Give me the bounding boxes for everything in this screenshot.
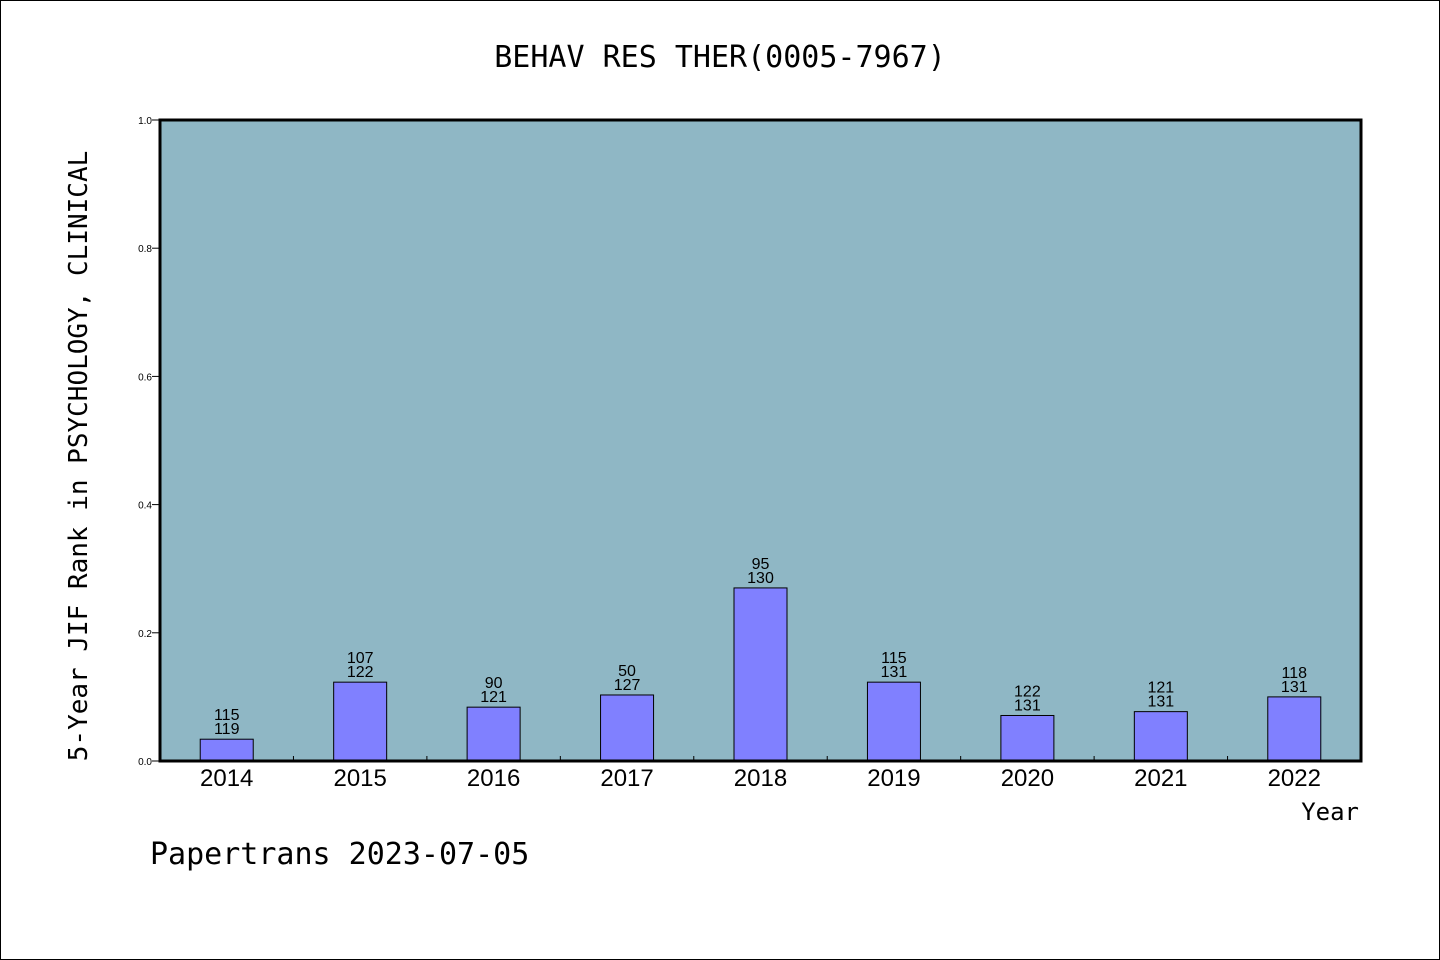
bar-total-label: 127 bbox=[614, 677, 641, 694]
x-axis-label: Year bbox=[1301, 798, 1359, 826]
bar bbox=[1000, 714, 1055, 762]
y-tick-label: 0.8 bbox=[138, 244, 152, 255]
bar-total-label: 131 bbox=[1014, 697, 1041, 714]
bar bbox=[600, 694, 655, 762]
y-tick-label: 0.4 bbox=[138, 501, 152, 512]
bar-rank-label: 90 bbox=[485, 675, 503, 692]
bar-total-label: 121 bbox=[480, 689, 507, 706]
x-tick-label: 2015 bbox=[333, 765, 386, 792]
footer-text: Papertrans 2023-07-05 bbox=[150, 837, 529, 872]
y-axis-label: 5-Year JIF Rank in PSYCHOLOGY, CLINICAL bbox=[64, 151, 94, 761]
x-tick-label: 2021 bbox=[1134, 765, 1187, 792]
x-tick-label: 2019 bbox=[867, 765, 920, 792]
bar bbox=[466, 706, 521, 762]
y-axis-ticks: 0.0 0.2 0.4 0.6 0.8 1.0 bbox=[138, 116, 160, 768]
bar bbox=[1267, 696, 1322, 762]
bar bbox=[866, 681, 921, 762]
x-axis-ticks: 2014 2015 2016 2017 2018 2019 2020 2021 2022 bbox=[200, 756, 1321, 792]
x-tick-label: 2014 bbox=[200, 765, 253, 792]
bar-total-label: 119 bbox=[214, 721, 240, 738]
bar-rank-label: 95 bbox=[752, 556, 770, 573]
bar-total-label: 131 bbox=[1147, 694, 1174, 711]
bar-rank-label: 107 bbox=[347, 650, 374, 667]
bar-rank-label: 121 bbox=[1147, 680, 1174, 697]
bar-total-label: 130 bbox=[747, 570, 774, 587]
bar bbox=[333, 681, 388, 762]
y-tick-label: 0.2 bbox=[138, 629, 152, 640]
chart-title: BEHAV RES THER(0005-7967) bbox=[494, 40, 946, 75]
x-tick-label: 2018 bbox=[734, 765, 787, 792]
bar-total-label: 131 bbox=[881, 664, 908, 681]
bar-rank-label: 122 bbox=[1014, 683, 1041, 700]
x-tick-label: 2017 bbox=[600, 765, 653, 792]
x-tick-label: 2022 bbox=[1268, 765, 1321, 792]
y-tick-label: 1.0 bbox=[138, 116, 152, 127]
x-tick-label: 2016 bbox=[467, 765, 520, 792]
bar-total-label: 131 bbox=[1281, 679, 1308, 696]
y-tick-label: 0.6 bbox=[138, 372, 152, 383]
bar-rank-label: 50 bbox=[618, 663, 636, 680]
y-tick-label: 0.0 bbox=[138, 757, 152, 768]
bar-total-label: 122 bbox=[347, 664, 374, 681]
x-tick-label: 2020 bbox=[1001, 765, 1054, 792]
bar-rank-label: 115 bbox=[214, 707, 240, 724]
bar-rank-label: 118 bbox=[1282, 665, 1308, 682]
bar-rank-label: 115 bbox=[881, 650, 907, 667]
bar bbox=[733, 587, 788, 762]
bar bbox=[199, 738, 254, 762]
plot-border bbox=[158, 118, 1363, 763]
bar bbox=[1133, 711, 1188, 762]
